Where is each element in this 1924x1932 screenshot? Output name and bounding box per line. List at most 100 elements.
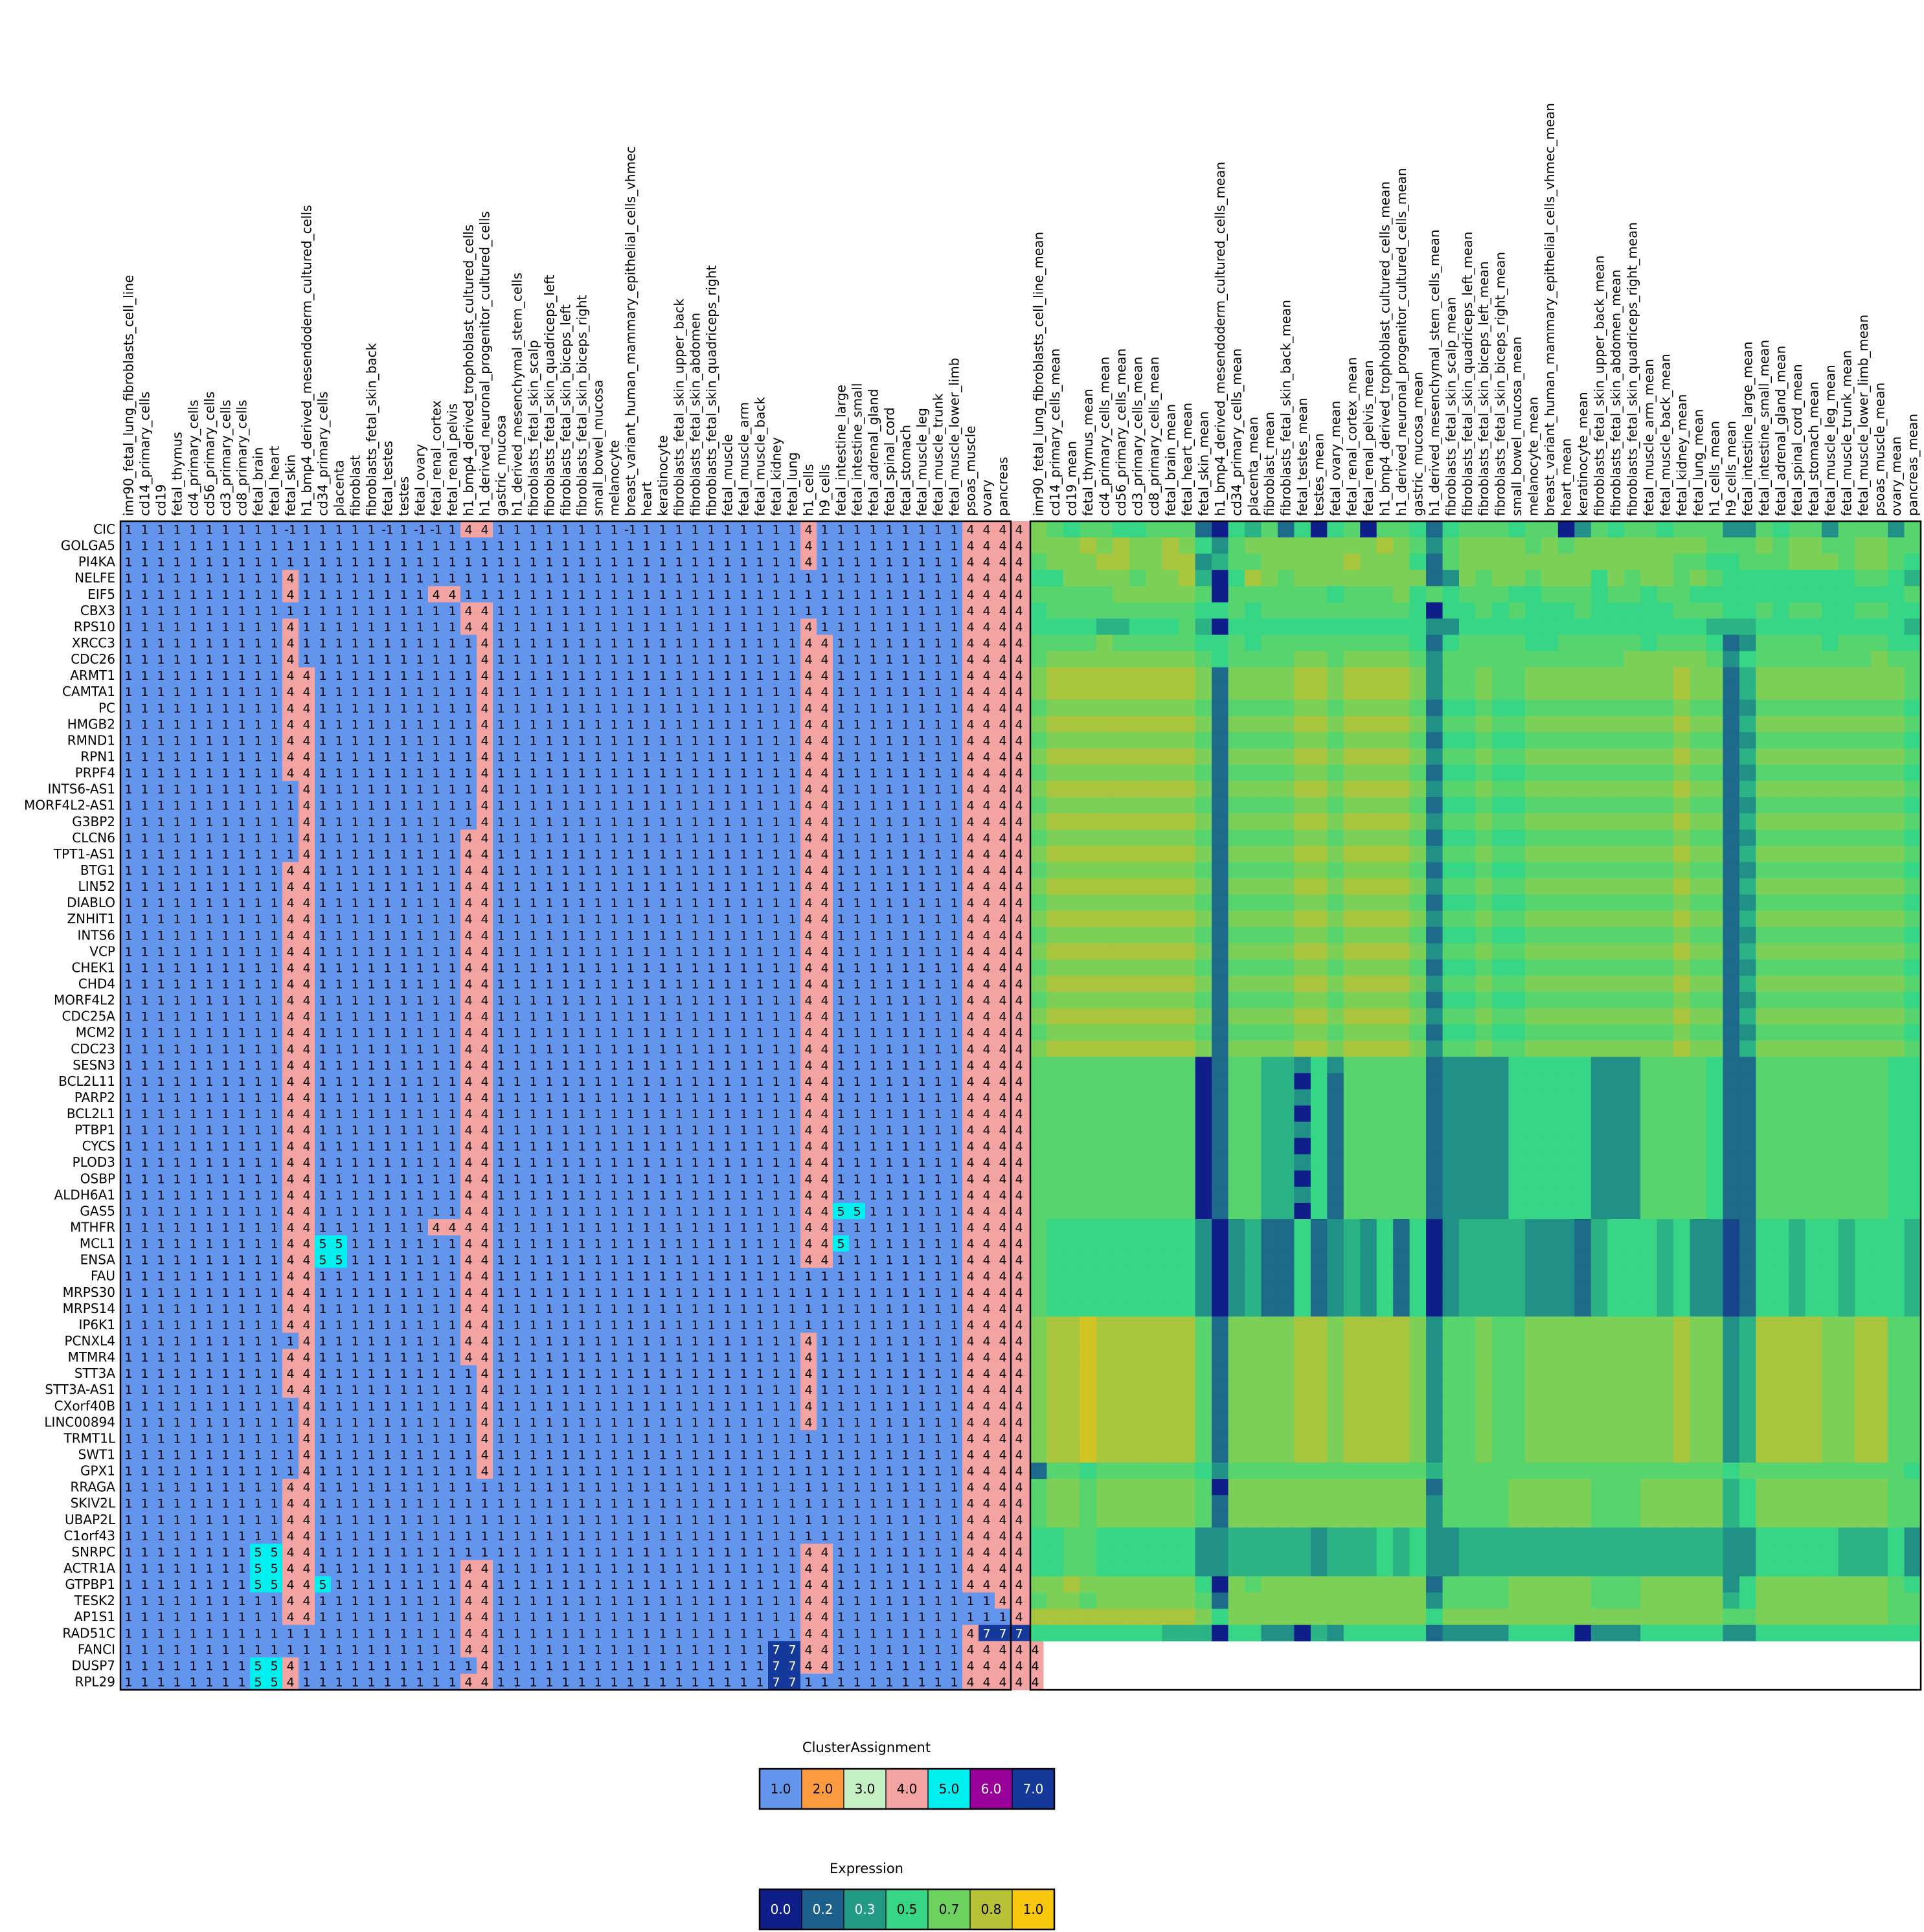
cluster-cell-label: 1 — [302, 588, 310, 602]
cluster-cell-label: 1 — [885, 831, 893, 846]
cluster-cell — [962, 521, 979, 538]
cluster-cell-label: 1 — [383, 848, 391, 862]
cluster-cell-label: 4 — [432, 588, 440, 602]
cluster-cell-label: 4 — [966, 604, 974, 618]
cluster-cell-label: 1 — [594, 994, 602, 1008]
cluster-cell-label: 1 — [950, 669, 958, 683]
cluster-cell-label: 1 — [513, 961, 521, 975]
cluster-cell-label: 1 — [351, 1042, 359, 1057]
cluster-cell-label: 4 — [1015, 896, 1023, 910]
cluster-cell-label: 1 — [189, 604, 197, 618]
cluster-cell-label: 4 — [302, 1059, 310, 1073]
cluster-cell-label: 1 — [367, 831, 375, 846]
cluster-cell-label: 1 — [885, 685, 893, 699]
cluster-cell-label: 1 — [157, 912, 164, 927]
cluster-cell-label: 1 — [918, 767, 925, 781]
cluster-cell-label: 1 — [740, 1221, 747, 1235]
cluster-cell-label: 1 — [853, 539, 861, 554]
cluster-cell-label: 4 — [999, 1026, 1006, 1040]
cluster-cell-label: 1 — [497, 977, 504, 991]
cluster-cell-label: 1 — [691, 1172, 699, 1186]
cluster-cell-label: 1 — [124, 977, 132, 991]
cluster-cell-label: 4 — [464, 1010, 472, 1024]
cluster-cell-label: 1 — [302, 636, 310, 651]
cluster-cell-label: 1 — [837, 539, 844, 554]
cluster-cell-label: 1 — [756, 864, 764, 878]
cluster-cell-label: 1 — [788, 945, 796, 959]
cluster-cell-label: 4 — [804, 864, 812, 878]
cluster-cell-label: 1 — [205, 1204, 213, 1219]
cluster-cell-label: 4 — [464, 1026, 472, 1040]
cluster-cell-label: 1 — [141, 523, 148, 537]
cluster-cell-label: 1 — [675, 636, 683, 651]
cluster-cell-label: 1 — [173, 620, 181, 635]
cluster-cell-label: 1 — [513, 556, 521, 570]
cluster-cell-label: 1 — [205, 1010, 213, 1024]
cluster-cell-label: 1 — [918, 994, 925, 1008]
cluster-cell-label: 1 — [853, 1140, 861, 1154]
cluster-cell-label: 1 — [416, 767, 424, 781]
cluster-cell-label: 1 — [448, 750, 456, 765]
cluster-cell-label: 1 — [545, 539, 553, 554]
cluster-cell-label: 1 — [723, 1026, 731, 1040]
cluster-cell-label: 1 — [901, 1156, 909, 1170]
cluster-cell-label: 1 — [626, 620, 634, 635]
cluster-cell-label: 1 — [205, 556, 213, 570]
cluster-cell-label: 1 — [254, 1091, 262, 1105]
cluster-cell-label: 1 — [707, 572, 715, 586]
cluster-cell-label: 1 — [545, 750, 553, 765]
cluster-cell-label: 1 — [367, 767, 375, 781]
cluster-cell-label: 1 — [173, 1042, 181, 1057]
cluster-cell-label: 4 — [1015, 734, 1023, 748]
cluster-cell-label: 1 — [642, 994, 650, 1008]
cluster-cell-label: 1 — [853, 1221, 861, 1235]
cluster-cell-label: 1 — [594, 653, 602, 667]
cluster-cell-label: 1 — [853, 912, 861, 927]
cluster-cell-label: 1 — [740, 734, 747, 748]
cluster-cell-label: 1 — [141, 1123, 148, 1138]
cluster-cell-label: 1 — [238, 1123, 245, 1138]
cluster-cell-label: 4 — [286, 669, 294, 683]
cluster-cell-label: 1 — [740, 653, 747, 667]
cluster-cell-label: 1 — [238, 685, 245, 699]
cluster-cell-label: 4 — [999, 928, 1006, 943]
cluster-cell-label: 1 — [545, 961, 553, 975]
cluster-cell-label: 1 — [950, 556, 958, 570]
cluster-cell — [541, 521, 558, 538]
cluster-cell-label: 1 — [659, 734, 666, 748]
cluster-cell-label: 1 — [788, 896, 796, 910]
cluster-cell-label: 4 — [481, 1221, 488, 1235]
cluster-cell-label: 1 — [853, 815, 861, 829]
cluster-cell-label: 1 — [351, 1140, 359, 1154]
cluster-cell-label: 1 — [626, 1204, 634, 1219]
cluster-cell-label: 1 — [642, 799, 650, 813]
cluster-cell-label: 1 — [885, 1026, 893, 1040]
cluster-cell-label: 1 — [319, 945, 326, 959]
cluster-cell-label: 1 — [788, 701, 796, 715]
cluster-cell-label: 4 — [966, 1107, 974, 1121]
cluster-cell-label: 1 — [351, 1010, 359, 1024]
cluster-cell-label: 1 — [351, 1123, 359, 1138]
cluster-cell-label: 1 — [173, 717, 181, 732]
cluster-cell-label: 1 — [659, 523, 666, 537]
cluster-cell-label: 1 — [157, 767, 164, 781]
cluster-cell-label: 4 — [999, 572, 1006, 586]
cluster-cell-label: 1 — [189, 636, 197, 651]
cluster-cell — [558, 521, 574, 538]
cluster-cell-label: 4 — [982, 864, 990, 878]
cluster-cell-label: 1 — [238, 539, 245, 554]
cluster-cell-label: 1 — [545, 653, 553, 667]
cluster-cell-label: 4 — [1015, 961, 1023, 975]
cluster-cell-label: 1 — [561, 1010, 569, 1024]
cluster-cell-label: 1 — [723, 1010, 731, 1024]
cluster-cell-label: 1 — [788, 539, 796, 554]
cluster-cell-label: 1 — [124, 750, 132, 765]
cluster-cell-label: 1 — [901, 717, 909, 732]
cluster-cell-label: 1 — [173, 1091, 181, 1105]
cluster-cell — [412, 521, 429, 538]
cluster-cell-label: 4 — [286, 864, 294, 878]
cluster-cell-label: 1 — [918, 783, 925, 797]
cluster-cell-label: 4 — [286, 1010, 294, 1024]
cluster-cell-label: 1 — [837, 912, 844, 927]
cluster-cell-label: 1 — [675, 767, 683, 781]
